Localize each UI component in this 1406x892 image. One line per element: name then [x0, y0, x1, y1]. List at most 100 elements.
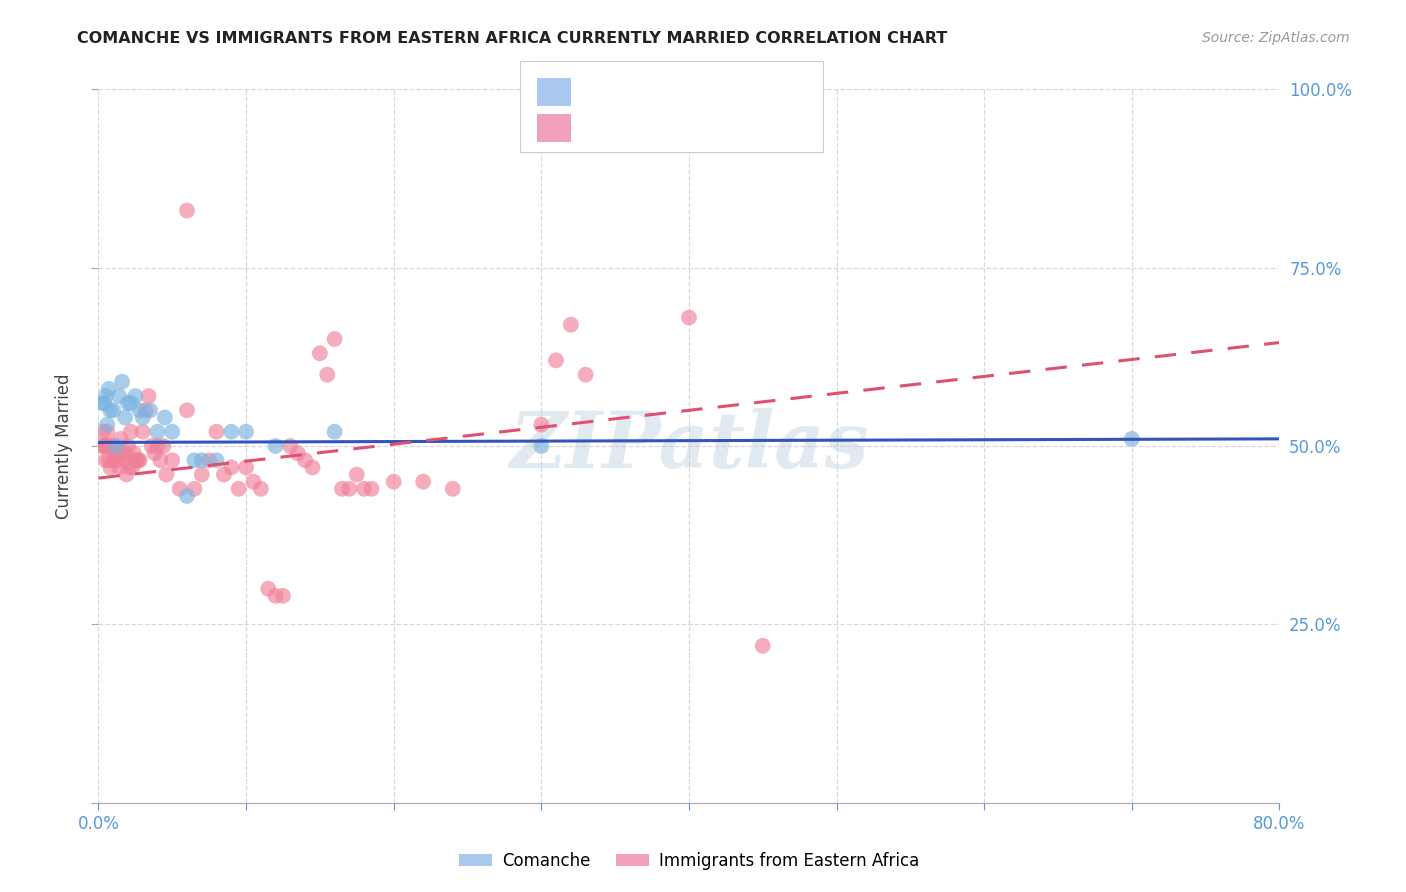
Point	[128, 403, 150, 417]
Point	[346, 467, 368, 482]
Point	[121, 460, 143, 475]
Point	[264, 589, 287, 603]
Point	[530, 417, 553, 432]
Point	[91, 396, 114, 410]
Point	[176, 489, 198, 503]
Point	[132, 425, 155, 439]
Point	[176, 403, 198, 417]
Point	[169, 482, 191, 496]
Point	[191, 453, 214, 467]
Point	[149, 453, 172, 467]
Point	[94, 389, 117, 403]
Point	[110, 432, 132, 446]
Point	[212, 467, 235, 482]
Point	[108, 389, 131, 403]
Point	[93, 439, 115, 453]
Text: N =: N =	[669, 119, 717, 137]
Point	[96, 439, 118, 453]
Point	[96, 417, 118, 432]
Point	[323, 332, 346, 346]
Point	[751, 639, 773, 653]
Point	[546, 353, 568, 368]
Point	[574, 368, 596, 382]
Point	[146, 439, 169, 453]
Point	[316, 368, 339, 382]
Point	[114, 446, 136, 460]
Point	[219, 460, 242, 475]
Point	[271, 589, 294, 603]
Text: ZIPatlas: ZIPatlas	[509, 408, 869, 484]
Point	[117, 439, 139, 453]
Point	[139, 403, 162, 417]
Text: 80: 80	[718, 119, 741, 137]
Point	[124, 389, 146, 403]
Text: Source: ZipAtlas.com: Source: ZipAtlas.com	[1202, 31, 1350, 45]
Text: R =: R =	[578, 83, 614, 101]
Point	[98, 403, 121, 417]
Point	[103, 453, 125, 467]
Point	[242, 475, 264, 489]
Point	[111, 453, 134, 467]
Point	[287, 446, 309, 460]
Point	[90, 439, 112, 453]
Point	[124, 453, 146, 467]
Point	[104, 446, 127, 460]
Point	[141, 439, 163, 453]
Point	[118, 460, 141, 475]
Point	[103, 403, 125, 417]
Point	[183, 482, 205, 496]
Point	[198, 453, 221, 467]
Point	[339, 482, 360, 496]
Text: R =: R =	[578, 119, 614, 137]
Point	[108, 460, 131, 475]
Point	[93, 396, 115, 410]
Point	[228, 482, 250, 496]
Point	[100, 439, 122, 453]
Point	[128, 453, 150, 467]
Point	[127, 453, 149, 467]
Point	[191, 467, 214, 482]
Point	[98, 460, 121, 475]
Text: 0.013: 0.013	[620, 83, 672, 101]
Point	[132, 410, 155, 425]
Point	[107, 446, 129, 460]
Point	[360, 482, 382, 496]
Point	[530, 439, 553, 453]
Point	[162, 425, 183, 439]
Point	[91, 425, 114, 439]
Point	[412, 475, 434, 489]
Text: 0.185: 0.185	[620, 119, 672, 137]
Point	[162, 453, 183, 467]
Text: N =: N =	[669, 83, 717, 101]
Point	[152, 439, 174, 453]
Point	[382, 475, 405, 489]
Point	[441, 482, 464, 496]
Point	[105, 453, 128, 467]
Text: 30: 30	[718, 83, 741, 101]
Legend: Comanche, Immigrants from Eastern Africa: Comanche, Immigrants from Eastern Africa	[453, 846, 925, 877]
Point	[112, 446, 135, 460]
Point	[1121, 432, 1143, 446]
Point	[97, 453, 120, 467]
Point	[115, 467, 138, 482]
Point	[301, 460, 323, 475]
Point	[353, 482, 375, 496]
Point	[155, 467, 177, 482]
Point	[146, 425, 169, 439]
Point	[250, 482, 273, 496]
Point	[120, 425, 142, 439]
Point	[114, 410, 136, 425]
Point	[96, 425, 118, 439]
Point	[183, 453, 205, 467]
Point	[678, 310, 700, 325]
Text: COMANCHE VS IMMIGRANTS FROM EASTERN AFRICA CURRENTLY MARRIED CORRELATION CHART: COMANCHE VS IMMIGRANTS FROM EASTERN AFRI…	[77, 31, 948, 46]
Point	[235, 460, 257, 475]
Point	[205, 453, 228, 467]
Point	[153, 410, 176, 425]
Point	[97, 382, 120, 396]
Point	[323, 425, 346, 439]
Point	[278, 439, 302, 453]
Point	[125, 453, 148, 467]
Point	[111, 375, 134, 389]
Point	[135, 403, 157, 417]
